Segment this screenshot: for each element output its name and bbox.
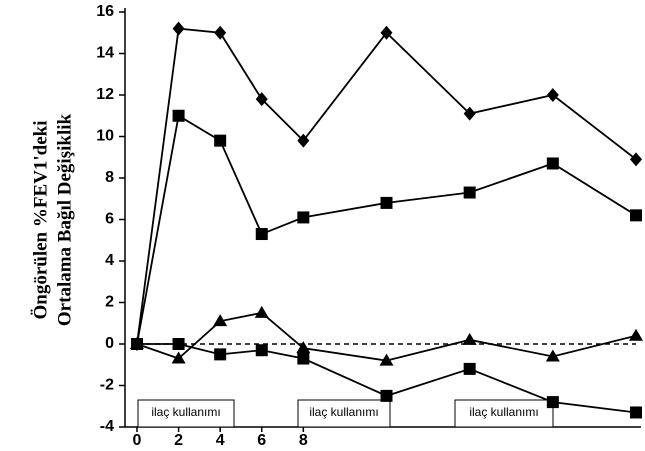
marker bbox=[172, 109, 185, 122]
x-tick-label: 0 bbox=[133, 432, 142, 449]
y-tick-label: 14 bbox=[96, 45, 114, 62]
marker bbox=[462, 332, 477, 345]
marker bbox=[255, 228, 268, 241]
marker bbox=[214, 348, 227, 361]
annotation: ilaç kullanımı bbox=[309, 405, 378, 419]
y-axis-label: Öngörülen %FEV1'deki bbox=[30, 121, 51, 320]
annotation-box bbox=[454, 399, 554, 428]
annotation-box bbox=[297, 399, 391, 428]
marker bbox=[546, 157, 559, 170]
marker bbox=[254, 305, 269, 318]
marker bbox=[546, 88, 559, 102]
marker bbox=[297, 211, 310, 224]
marker bbox=[630, 209, 642, 222]
marker bbox=[296, 341, 311, 354]
marker bbox=[629, 328, 643, 341]
marker bbox=[463, 106, 476, 121]
marker bbox=[255, 92, 268, 107]
x-tick-label: 4 bbox=[216, 432, 225, 449]
y-tick-label: -4 bbox=[100, 418, 114, 435]
annotation-box bbox=[137, 399, 235, 428]
y-tick-label: 16 bbox=[96, 3, 114, 20]
marker bbox=[172, 21, 185, 36]
marker bbox=[463, 362, 476, 375]
marker bbox=[380, 196, 393, 209]
y-tick-label: 10 bbox=[96, 128, 114, 145]
marker bbox=[463, 186, 476, 199]
marker bbox=[297, 133, 310, 148]
y-tick-label: 2 bbox=[105, 294, 114, 311]
y-tick-label: 6 bbox=[105, 211, 114, 228]
marker bbox=[630, 406, 642, 419]
marker bbox=[545, 349, 560, 362]
y-tick-label: 8 bbox=[105, 169, 114, 186]
marker bbox=[131, 338, 143, 350]
marker bbox=[546, 396, 559, 409]
y-tick-label: 0 bbox=[105, 335, 114, 352]
series-line bbox=[136, 27, 637, 345]
y-tick-label: -2 bbox=[100, 377, 114, 394]
series-line bbox=[136, 114, 637, 345]
annotation: ilaç kullanımı bbox=[469, 405, 538, 419]
series-line bbox=[136, 311, 637, 362]
marker bbox=[630, 152, 642, 167]
marker bbox=[297, 352, 310, 365]
annotation: ilaç kullanımı bbox=[151, 405, 220, 419]
y-tick-label: 4 bbox=[105, 252, 114, 269]
marker bbox=[213, 314, 228, 327]
marker bbox=[214, 134, 227, 147]
x-tick-label: 8 bbox=[299, 432, 308, 449]
marker bbox=[171, 351, 186, 364]
marker bbox=[380, 25, 393, 40]
x-tick-label: 2 bbox=[174, 432, 183, 449]
y-tick-label: 12 bbox=[96, 86, 114, 103]
marker bbox=[214, 25, 227, 40]
y-axis-label: Ortalama Bağıl Değişiklik bbox=[54, 113, 75, 326]
x-tick-label: 6 bbox=[257, 432, 266, 449]
marker bbox=[255, 344, 268, 357]
marker bbox=[172, 338, 185, 350]
marker bbox=[380, 389, 393, 402]
marker bbox=[379, 353, 394, 366]
